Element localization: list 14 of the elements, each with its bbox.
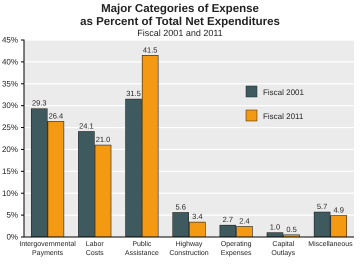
- y-tick-label: 0%: [6, 232, 18, 242]
- chart-subtitle: Fiscal 2001 and 2011: [137, 28, 223, 38]
- y-tick-label: 40%: [2, 57, 18, 66]
- y-tick-label: 20%: [2, 145, 18, 154]
- y-tick-label: 30%: [2, 101, 18, 110]
- y-tick-label: 15%: [2, 166, 18, 176]
- legend-label: Fiscal 2001: [263, 88, 304, 97]
- legend-label: Fiscal 2011: [263, 112, 304, 121]
- y-tick-label: 10%: [2, 188, 18, 198]
- y-tick-label: 45%: [2, 36, 18, 45]
- y-tick-label: 5%: [6, 210, 18, 220]
- y-tick-label: 35%: [2, 79, 18, 88]
- chart-title: Major Categories of Expense as Percent of Total Net Expenditures: [80, 3, 280, 28]
- y-tick-label: 25%: [2, 123, 18, 132]
